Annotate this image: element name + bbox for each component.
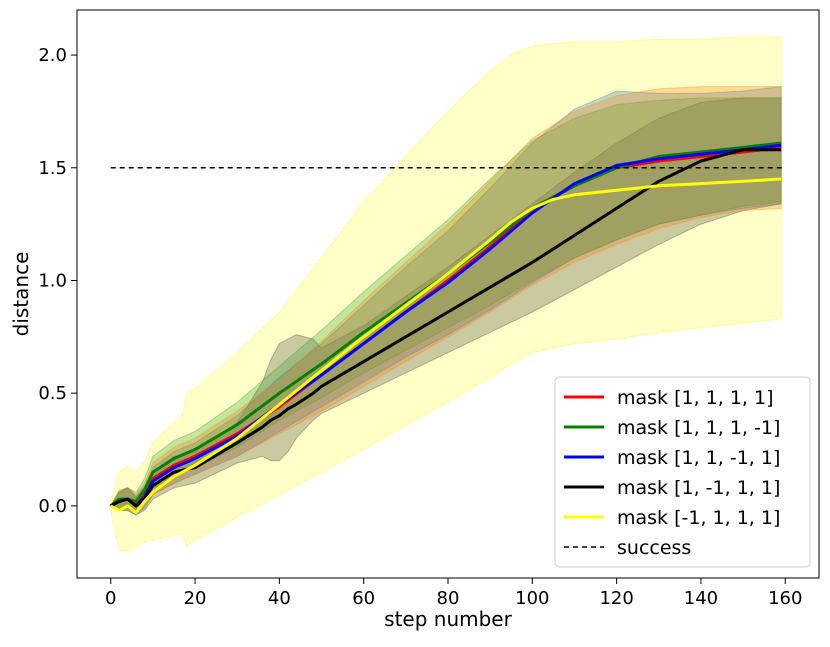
x-axis-title: step number xyxy=(384,607,512,631)
x-tick-label: 40 xyxy=(268,588,291,609)
x-tick-label: 120 xyxy=(599,588,633,609)
legend-label-mask-1-1-1-1: mask [1, 1, 1, 1] xyxy=(617,387,774,409)
x-tick-label: 20 xyxy=(184,588,207,609)
x-tick-label: 160 xyxy=(768,588,802,609)
legend-label-mask-1-1-1-1: mask [1, 1, 1, -1] xyxy=(617,417,780,439)
legend-label-mask-1-1-1-1: mask [1, -1, 1, 1] xyxy=(617,477,780,499)
x-tick-label: 140 xyxy=(684,588,718,609)
y-tick-label: 2.0 xyxy=(38,45,67,66)
legend-box xyxy=(554,376,811,568)
x-tick-label: 0 xyxy=(105,588,116,609)
series-line-mask-1-1-1-1 xyxy=(109,148,782,508)
legend: mask [1, 1, 1, 1] mask [1, 1, 1, -1] mask … xyxy=(554,376,811,568)
series-line-mask-1-1-1-1 xyxy=(109,177,782,515)
series-lines xyxy=(109,141,782,515)
y-tick-label: 0.0 xyxy=(38,496,67,517)
legend-label-mask-1-1-1-1: mask [-1, 1, 1, 1] xyxy=(617,507,780,529)
legend-label-mask-1-1-1-1: mask [1, 1, -1, 1] xyxy=(617,447,780,469)
y-tick-label: 1.0 xyxy=(38,270,67,291)
y-tick-label: 0.5 xyxy=(38,383,67,404)
x-tick-label: 60 xyxy=(352,588,375,609)
y-axis-ticks: 0.0 0.5 1.0 1.5 2.0 xyxy=(38,45,77,517)
x-tick-label: 80 xyxy=(437,588,460,609)
x-axis-ticks: 0 20 40 60 80 100 120 140 160 xyxy=(105,578,802,609)
x-tick-label: 100 xyxy=(515,588,549,609)
y-tick-label: 1.5 xyxy=(38,158,67,179)
y-axis-title: distance xyxy=(9,252,33,337)
legend-label-success: success xyxy=(617,537,691,559)
